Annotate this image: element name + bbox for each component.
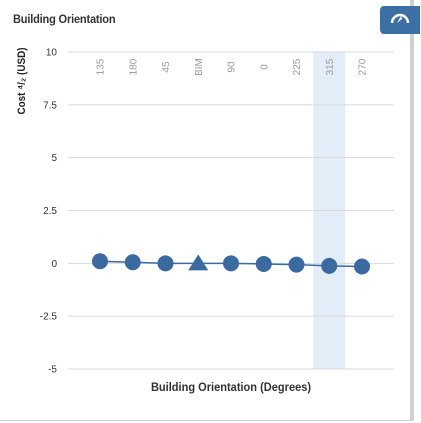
category-label: 270 [358, 58, 369, 75]
line-chart: 10 7.5 5 2.5 0 -2.5 -5 135 180 45 BIM 90 0 225 315 270 [40, 48, 394, 376]
data-point[interactable] [223, 255, 239, 272]
data-point[interactable] [157, 255, 174, 272]
category-label: BIM [194, 58, 205, 76]
category-label: 90 [227, 61, 238, 73]
x-axis-label: Building Orientation (Degrees) [150, 380, 312, 394]
y-tick-label: -2.5 [40, 312, 58, 323]
y-tick-label: 10 [46, 48, 58, 59]
y-tick-label: 2.5 [43, 206, 57, 217]
category-label: 45 [161, 61, 172, 73]
category-label: 225 [292, 58, 303, 75]
data-point-triangle[interactable] [188, 254, 209, 271]
panel-title: Building Orientation [13, 12, 116, 26]
category-label: 180 [128, 58, 139, 75]
data-point[interactable] [124, 254, 141, 271]
y-tick-label: 0 [51, 259, 57, 270]
data-point[interactable] [92, 253, 108, 270]
data-point[interactable] [321, 257, 338, 274]
category-label: 0 [259, 64, 270, 70]
category-label: 315 [325, 58, 336, 75]
data-point[interactable] [288, 256, 305, 273]
category-label: 135 [96, 58, 107, 75]
data-point[interactable] [354, 258, 370, 275]
compass-icon [390, 13, 410, 24]
data-point[interactable] [255, 255, 272, 272]
compass-button[interactable] [380, 6, 420, 34]
y-tick-label: -5 [48, 365, 57, 376]
y-tick-label: 7.5 [43, 100, 57, 111]
y-tick-label: 5 [51, 153, 57, 164]
